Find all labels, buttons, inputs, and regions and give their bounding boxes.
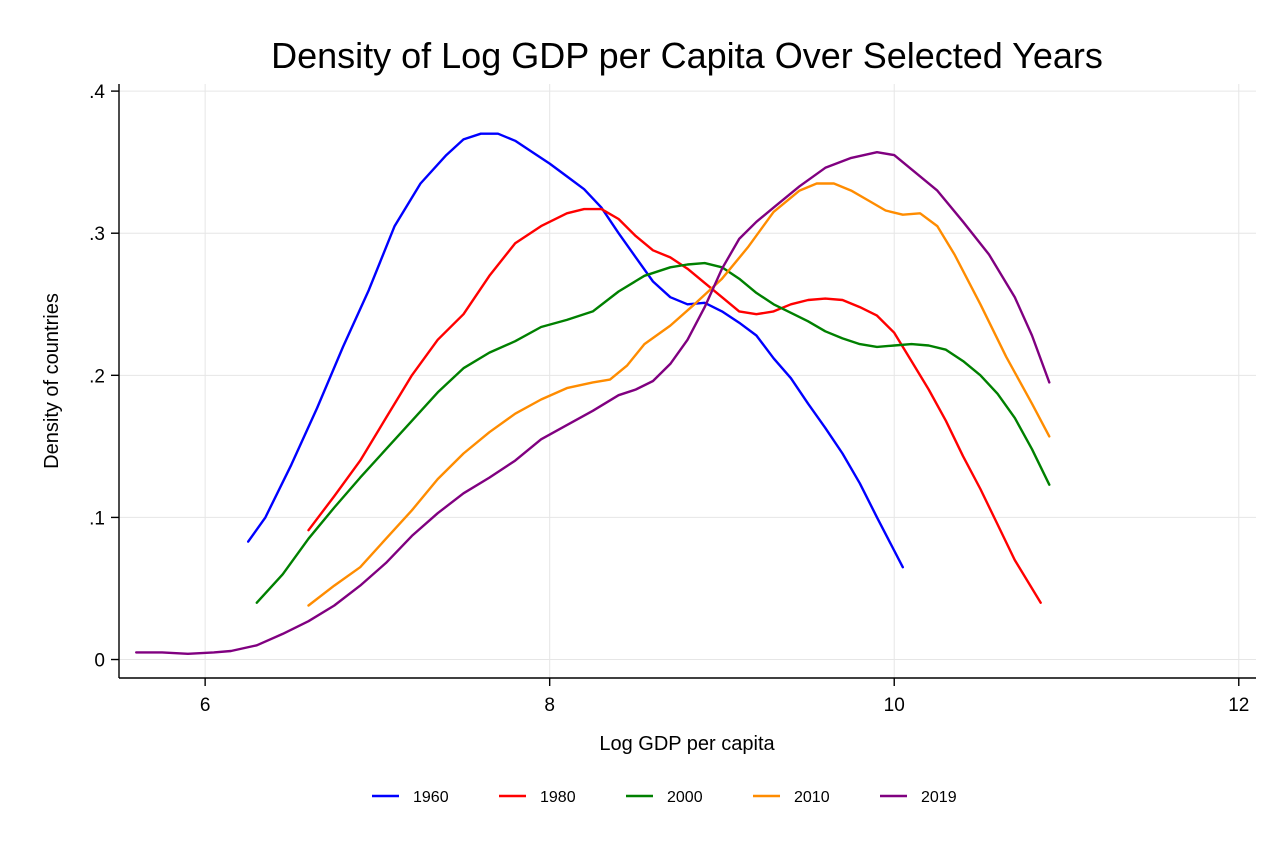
series-line-1960 bbox=[246, 132, 904, 569]
series-line-1980 bbox=[307, 207, 1042, 604]
y-tick-label: .1 bbox=[89, 508, 105, 529]
series-lines bbox=[134, 132, 1051, 655]
gridlines bbox=[119, 84, 1256, 678]
y-tick-label: .4 bbox=[89, 82, 105, 103]
chart-title: Density of Log GDP per Capita Over Selec… bbox=[271, 35, 1103, 76]
y-axis-title: Density of countries bbox=[41, 293, 63, 469]
x-tick-label: 6 bbox=[200, 695, 211, 716]
x-axis-title: Log GDP per capita bbox=[599, 733, 775, 755]
x-tick-label: 12 bbox=[1228, 695, 1249, 716]
y-tick-label: 0 bbox=[94, 651, 105, 672]
series-line-2019 bbox=[134, 150, 1051, 655]
x-tick-label: 8 bbox=[544, 695, 555, 716]
y-tick-label: .2 bbox=[89, 366, 105, 387]
legend-label-1960: 1960 bbox=[413, 789, 449, 806]
legend-label-2010: 2010 bbox=[794, 789, 830, 806]
legend-label-2000: 2000 bbox=[667, 789, 703, 806]
series-line-2010 bbox=[307, 182, 1051, 607]
x-tick-label: 10 bbox=[884, 695, 905, 716]
legend: 1960 1980 2000 2010 2019 bbox=[372, 789, 957, 806]
axes: 6 8 10 12 0 .1 .2 .3 .4 bbox=[89, 82, 1256, 716]
legend-label-1980: 1980 bbox=[540, 789, 576, 806]
y-tick-label: .3 bbox=[89, 224, 105, 245]
legend-label-2019: 2019 bbox=[921, 789, 957, 806]
